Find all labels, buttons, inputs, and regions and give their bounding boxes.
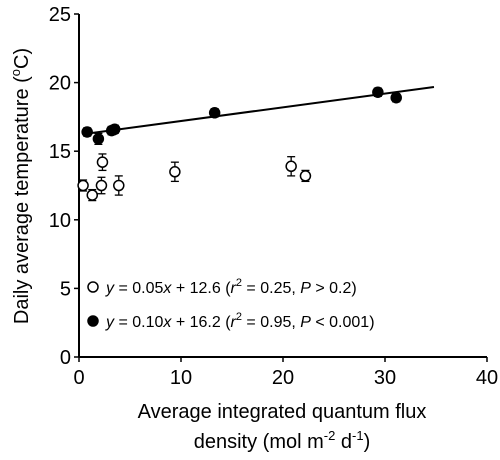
x-tick-label: 30	[374, 367, 396, 389]
legend-open-label: y = 0.05x + 12.6 (r2 = 0.25, P > 0.2)	[105, 277, 357, 297]
y-tick-label: 15	[49, 141, 71, 163]
data-point	[96, 156, 109, 168]
legend-filled-label: y = 0.10x + 16.2 (r2 = 0.95, P < 0.001)	[105, 311, 375, 331]
x-tick-label: 10	[170, 367, 192, 389]
data-point	[108, 123, 121, 135]
data-point	[299, 170, 312, 182]
data-point	[92, 133, 105, 145]
data-point	[208, 107, 221, 119]
data-point	[113, 179, 125, 192]
y-tick-label: 20	[49, 73, 71, 95]
data-point	[86, 189, 99, 201]
axes	[78, 14, 487, 358]
ticks: 0 5 10 15 20 25 0 10 20 30 40	[49, 4, 498, 389]
y-tick-label: 5	[60, 278, 71, 300]
y-axis-title: Daily average temperature (oC)	[8, 48, 33, 324]
y-tick-label: 10	[49, 210, 71, 232]
data-point	[285, 160, 297, 173]
x-axis-title-line1: Average integrated quantum flux	[138, 401, 427, 423]
y-tick-label: 25	[49, 4, 71, 26]
y-tick-label: 0	[60, 347, 71, 369]
data-point	[77, 179, 89, 192]
data-point	[169, 166, 181, 178]
x-tick-label: 40	[476, 367, 498, 389]
data-point	[95, 179, 108, 192]
data-point	[81, 126, 93, 138]
x-tick-label: 0	[73, 367, 84, 389]
chart-marks	[77, 85, 435, 202]
x-tick-label: 20	[272, 367, 294, 389]
data-point	[372, 86, 384, 98]
legend: y = 0.05x + 12.6 (r2 = 0.25, P > 0.2) y …	[87, 277, 375, 331]
legend-filled-marker	[87, 315, 99, 327]
data-point	[390, 91, 402, 104]
legend-open-marker	[87, 281, 99, 293]
x-axis-title-line2: density (mol m-2 d-1)	[194, 428, 371, 453]
